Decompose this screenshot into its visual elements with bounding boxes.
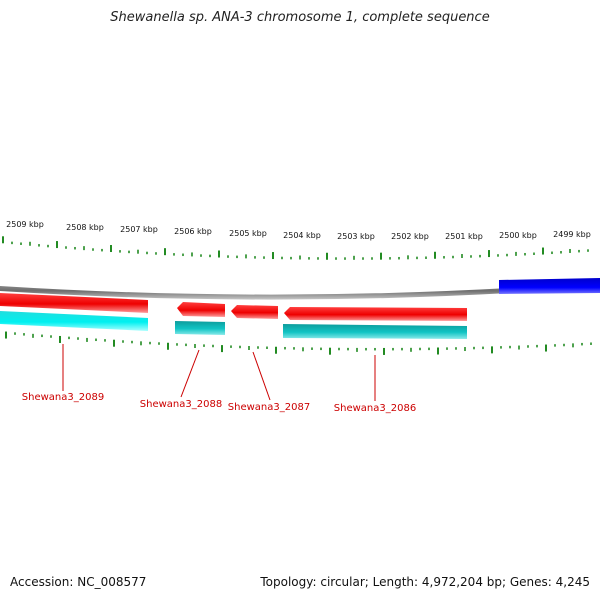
scale-label: 2505 kbp [229,229,267,238]
scale-label: 2503 kbp [337,232,375,241]
scale-label: 2509 kbp [6,220,44,229]
gene-label-shewana3-2088[interactable]: Shewana3_2088 [140,399,222,410]
scale-ticks-outer [2,236,589,260]
scale-label: 2499 kbp [553,230,591,239]
feature-cyan-shewana3-2089[interactable] [0,311,148,331]
scale-label: 2504 kbp [283,231,321,240]
scale-labels: 2509 kbp 2508 kbp 2507 kbp 2506 kbp 2505… [6,220,591,241]
sequence-summary: Topology: circular; Length: 4,972,204 bp… [260,575,590,589]
accession-label: Accession: NC_008577 [10,575,147,589]
cds-feature-shewana3-2086[interactable] [284,307,467,321]
map-title: Shewanella sp. ANA-3 chromosome 1, compl… [110,10,490,25]
feature-teal-shewana3-2088[interactable] [175,321,225,335]
scale-label: 2500 kbp [499,231,537,240]
gene-label-shewana3-2089[interactable]: Shewana3_2089 [22,392,104,403]
scale-label: 2502 kbp [391,232,429,241]
scale-label: 2501 kbp [445,232,483,241]
scale-label: 2508 kbp [66,223,104,232]
gene-label-leaders [62,344,376,401]
scale-ticks-inner [5,331,592,355]
cds-feature-shewana3-2087[interactable] [231,305,278,319]
cds-feature-shewana3-2089[interactable] [0,293,148,313]
cds-feature-shewana3-2088[interactable] [177,302,225,317]
gene-labels: Shewana3_2089 Shewana3_2088 Shewana3_208… [22,392,416,414]
chromosome-backbone [0,282,600,300]
scale-label: 2507 kbp [120,225,158,234]
feature-teal-shewana3-2086[interactable] [283,324,467,339]
scale-label: 2506 kbp [174,227,212,236]
feature-blue-strand[interactable] [499,278,600,294]
gene-label-shewana3-2086[interactable]: Shewana3_2086 [334,403,416,414]
gene-label-shewana3-2087[interactable]: Shewana3_2087 [228,402,310,413]
